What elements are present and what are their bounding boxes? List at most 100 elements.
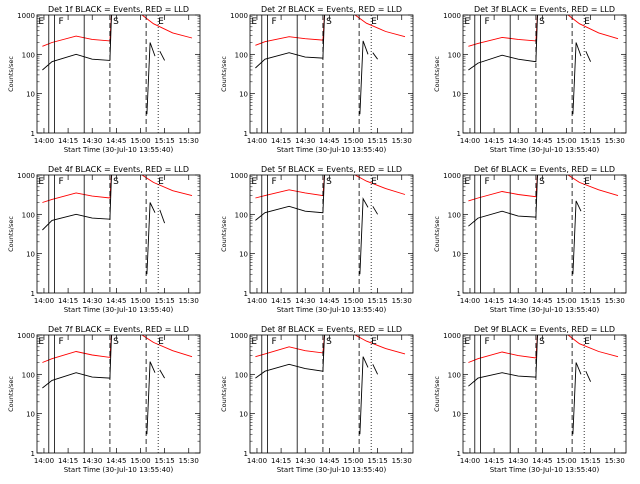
- event-rate-line: [146, 361, 156, 435]
- phase-label: F: [58, 177, 63, 187]
- series-group: [468, 335, 619, 435]
- x-tick-label: 15:00: [343, 457, 363, 465]
- phase-label: E: [584, 337, 590, 347]
- panel-title: Det 3f BLACK = Events, RED = LLD: [474, 5, 615, 14]
- series-group: [255, 175, 406, 275]
- x-tick-label: 15:30: [392, 457, 412, 465]
- event-rate-line: [372, 206, 378, 215]
- y-tick-label: 1: [31, 450, 35, 458]
- panel-title: Det 4f BLACK = Events, RED = LLD: [48, 165, 189, 174]
- x-tick-label: 14:00: [247, 297, 267, 305]
- x-tick-label: 15:15: [581, 457, 601, 465]
- event-rate-line: [372, 52, 378, 60]
- plot-frame: [462, 334, 627, 454]
- event-rate-line: [42, 175, 112, 231]
- phase-label: F: [484, 177, 489, 187]
- y-tick-label: 100: [235, 371, 248, 379]
- lld-rate-line: [567, 15, 619, 40]
- x-tick-label: 14:45: [106, 297, 126, 305]
- detector-panel: Det 2f BLACK = Events, RED = LLD E F S E 1 10 1…: [220, 5, 414, 154]
- y-tick-label: 100: [235, 211, 248, 219]
- phase-label: S: [326, 17, 332, 27]
- phase-label: S: [539, 337, 545, 347]
- x-tick-label: 15:15: [581, 137, 601, 145]
- lld-rate-line: [468, 335, 538, 363]
- lld-rate-line: [354, 175, 406, 195]
- y-tick-label: 1000: [443, 12, 461, 20]
- series-group: [468, 175, 619, 275]
- series-group: [42, 175, 193, 275]
- y-axis-label: Counts/sec: [433, 216, 441, 252]
- x-tick-label: 15:30: [179, 297, 199, 305]
- x-tick-label: 15:30: [392, 137, 412, 145]
- x-tick-label: 14:15: [58, 137, 78, 145]
- y-tick-label: 1: [31, 290, 35, 298]
- y-tick-label: 10: [239, 91, 248, 99]
- phase-label: F: [58, 17, 63, 27]
- x-axis-label: Start Time (30-Jul-10 13:55:40): [490, 466, 600, 474]
- event-rate-line: [159, 369, 165, 379]
- x-tick-label: 14:00: [247, 457, 267, 465]
- plot-frame: [249, 14, 414, 134]
- x-tick-label: 14:00: [460, 457, 480, 465]
- y-tick-label: 10: [239, 251, 248, 259]
- lld-rate-line: [567, 175, 619, 197]
- panel-title: Det 7f BLACK = Events, RED = LLD: [48, 325, 189, 334]
- lld-rate-line: [42, 15, 112, 47]
- x-tick-label: 14:15: [484, 457, 504, 465]
- y-tick-label: 10: [26, 251, 35, 259]
- x-tick-label: 14:45: [106, 457, 126, 465]
- x-tick-label: 15:30: [605, 457, 625, 465]
- x-tick-label: 14:00: [34, 137, 54, 145]
- x-tick-label: 14:15: [58, 297, 78, 305]
- y-tick-label: 100: [22, 211, 35, 219]
- phase-label: E: [371, 17, 377, 27]
- x-tick-label: 15:00: [130, 297, 150, 305]
- x-tick-label: 14:15: [484, 137, 504, 145]
- phase-label: E: [251, 17, 257, 27]
- phase-label: S: [539, 17, 545, 27]
- x-tick-label: 14:00: [460, 137, 480, 145]
- y-tick-label: 10: [239, 411, 248, 419]
- phase-label: E: [464, 337, 470, 347]
- detector-panel: Det 7f BLACK = Events, RED = LLD E F S E 1 10 1…: [7, 325, 201, 474]
- phase-label: E: [158, 177, 164, 187]
- panel-title: Det 8f BLACK = Events, RED = LLD: [261, 325, 402, 334]
- plot-frame: [462, 174, 627, 294]
- lld-rate-line: [255, 335, 325, 358]
- panel-title: Det 9f BLACK = Events, RED = LLD: [474, 325, 615, 334]
- lld-rate-line: [468, 15, 538, 47]
- x-tick-label: 15:30: [179, 137, 199, 145]
- x-tick-label: 14:45: [532, 137, 552, 145]
- y-tick-label: 1: [457, 450, 461, 458]
- x-tick-label: 14:30: [82, 457, 102, 465]
- x-tick-label: 14:30: [508, 137, 528, 145]
- detector-panel: Det 3f BLACK = Events, RED = LLD E F S E 1 10 1…: [433, 5, 627, 154]
- series-group: [42, 15, 193, 115]
- event-rate-line: [468, 335, 538, 387]
- plot-frame: [249, 334, 414, 454]
- phase-label: E: [584, 17, 590, 27]
- phase-label: E: [251, 177, 257, 187]
- lld-rate-line: [255, 175, 325, 199]
- lld-rate-line: [354, 15, 406, 38]
- x-tick-label: 14:15: [271, 137, 291, 145]
- event-rate-line: [372, 364, 379, 375]
- detector-panel: Det 8f BLACK = Events, RED = LLD E F S E 1 10 1…: [220, 325, 414, 474]
- phase-label: F: [484, 337, 489, 347]
- x-tick-label: 14:00: [460, 297, 480, 305]
- y-tick-label: 1: [457, 130, 461, 138]
- x-tick-label: 14:15: [484, 297, 504, 305]
- y-axis-label: Counts/sec: [220, 376, 228, 412]
- x-tick-label: 14:30: [82, 137, 102, 145]
- x-tick-label: 15:15: [155, 297, 175, 305]
- x-tick-label: 15:30: [605, 137, 625, 145]
- plot-frame: [249, 174, 414, 294]
- x-tick-label: 15:30: [179, 457, 199, 465]
- phase-label: E: [464, 17, 470, 27]
- phase-label: E: [158, 17, 164, 27]
- y-tick-label: 100: [448, 371, 461, 379]
- phase-label: E: [371, 337, 377, 347]
- y-axis-label: Counts/sec: [7, 376, 15, 412]
- y-tick-label: 1000: [230, 172, 248, 180]
